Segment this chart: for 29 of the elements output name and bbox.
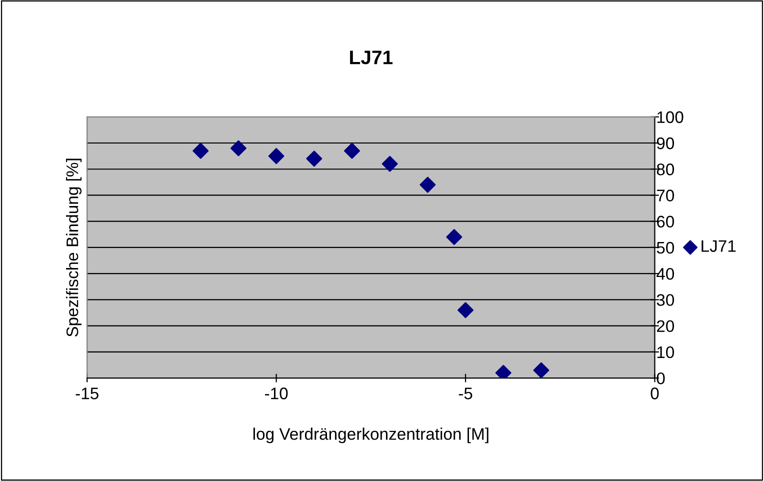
- point: [344, 142, 360, 159]
- point: [495, 364, 512, 378]
- point: [533, 362, 550, 378]
- y-tick-label: 80: [656, 164, 674, 176]
- y-tick-label: 40: [656, 268, 674, 280]
- point: [382, 156, 398, 172]
- point: [458, 302, 474, 318]
- point: [268, 148, 284, 164]
- x-tick-label: -10: [265, 388, 288, 400]
- x-tick-label: -15: [76, 388, 98, 400]
- y-tick-label: 100: [657, 111, 684, 124]
- y-tick-label: 60: [656, 216, 674, 228]
- x-axis-title: log Verdrängerkonzentration [M]: [253, 428, 488, 444]
- x-tick-label: -5: [458, 388, 472, 400]
- y-tick-label: 0: [656, 372, 665, 384]
- point: [446, 229, 462, 246]
- point: [306, 150, 322, 167]
- point: [420, 176, 436, 193]
- y-tick-label: 70: [656, 190, 674, 202]
- legend-label: LJ71: [702, 240, 736, 252]
- y-tick-label: 20: [656, 320, 674, 332]
- chart-title: LJ71: [350, 50, 393, 64]
- y-tick-label: 10: [657, 346, 674, 358]
- point: [192, 142, 209, 159]
- y-tick-label: 50: [656, 242, 674, 254]
- y-tick-label: 30: [656, 294, 674, 306]
- y-tick-label: 90: [656, 137, 674, 150]
- y-axis-title: Spezifische Bindung [%]: [66, 158, 82, 337]
- point: [230, 140, 246, 156]
